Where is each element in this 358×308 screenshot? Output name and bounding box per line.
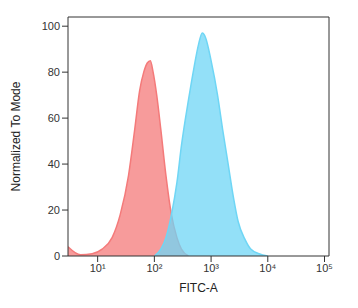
svg-text:10³: 10³ [203, 262, 219, 274]
svg-text:20: 20 [48, 204, 60, 216]
svg-text:10⁵: 10⁵ [316, 262, 333, 274]
svg-text:10²: 10² [146, 262, 162, 274]
svg-text:60: 60 [48, 112, 60, 124]
svg-text:40: 40 [48, 158, 60, 170]
svg-text:100: 100 [42, 20, 60, 32]
svg-text:Normalized To Mode: Normalized To Mode [9, 81, 23, 191]
svg-text:10¹: 10¹ [90, 262, 106, 274]
svg-text:80: 80 [48, 66, 60, 78]
svg-text:0: 0 [54, 250, 60, 262]
svg-text:10⁴: 10⁴ [259, 262, 276, 274]
svg-text:FITC-A: FITC-A [179, 281, 218, 295]
